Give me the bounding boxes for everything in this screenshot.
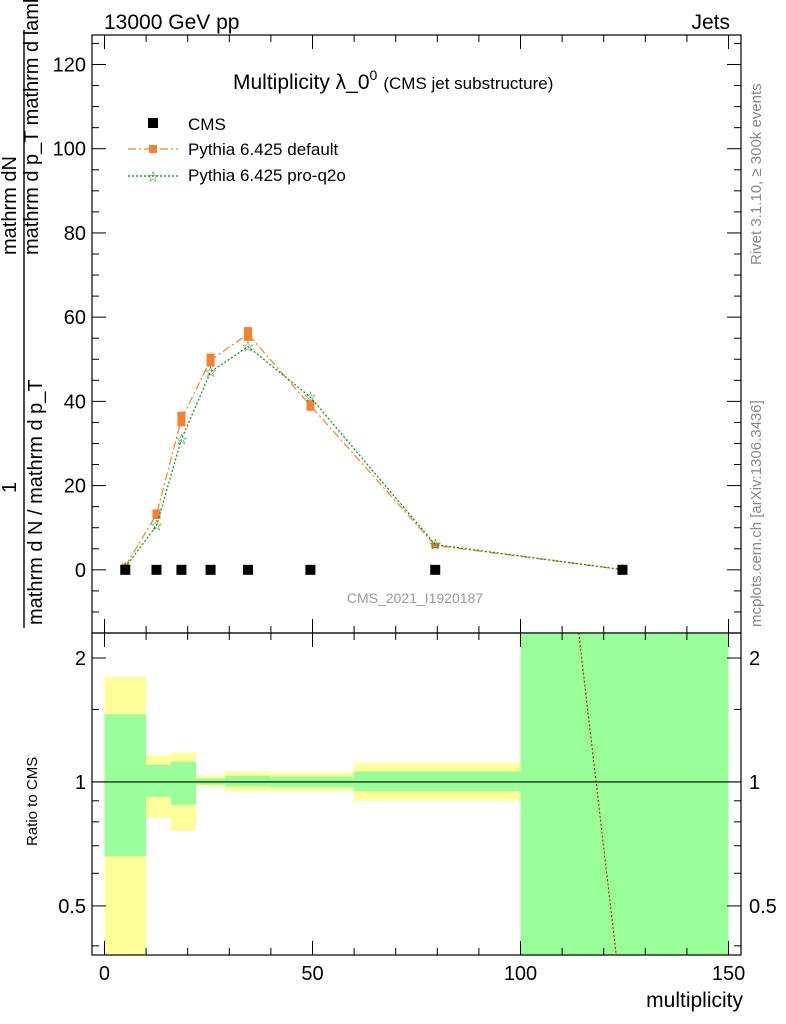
cms-point	[617, 564, 628, 575]
ratio-ylabel: Ratio to CMS	[24, 757, 41, 846]
ratio-frame	[91, 632, 742, 956]
legend-proq2o-label: Pythia 6.425 pro-q2o	[188, 166, 346, 185]
cms-point	[176, 564, 187, 575]
y-tick-label: 20	[64, 476, 86, 498]
cms-point	[205, 564, 216, 575]
proq2o-point: ☆	[428, 537, 441, 554]
ylabel-num-frac: mathrm d p_T mathrm d lambda	[21, 0, 43, 255]
ratio-bands	[92, 633, 741, 955]
x-tick-label: 0	[99, 963, 110, 985]
ratio-y-tick-label-right: 0.5	[749, 896, 777, 918]
main-ylabel: mathrm d p_T mathrm d lambda mathrm dN 1…	[0, 0, 47, 628]
ratio-band-inner	[104, 714, 147, 857]
cms-point	[305, 564, 316, 575]
y-tick-label: 60	[64, 307, 86, 329]
plot-title: Multiplicity λ_00 (CMS jet substructure)	[233, 67, 553, 94]
y-tick-label: 100	[53, 139, 86, 161]
ylabel-num: mathrm d p_T mathrm d lambda	[21, 0, 43, 255]
proq2o-point: ☆	[204, 364, 217, 381]
ratio-xlabel: multiplicity	[646, 989, 743, 1012]
rivet-note: Rivet 3.1.10, ≥ 300k events	[748, 83, 765, 265]
plot-title-sup: 0	[370, 67, 378, 83]
legend-default-marker	[149, 145, 157, 153]
ratio-y-tick-label: 0.5	[58, 896, 86, 918]
legend-proq2o-marker: ☆	[146, 169, 159, 186]
default-point	[306, 400, 315, 411]
series-pythia-default	[121, 327, 627, 571]
ratio-band-inner	[146, 764, 172, 797]
plot-title-note: (CMS jet substructure)	[383, 74, 553, 93]
ratio-y-tick-label-right: 1	[749, 772, 760, 794]
legend: CMS Pythia 6.425 default ☆ Pythia 6.425 …	[128, 115, 346, 186]
legend-default-label: Pythia 6.425 default	[188, 140, 339, 159]
x-tick-label: 100	[504, 963, 537, 985]
legend-cms-marker	[148, 118, 158, 128]
y-tick-label: 40	[64, 391, 86, 413]
default-point	[206, 353, 215, 367]
plot-title-main: Multiplicity λ_0	[233, 71, 370, 94]
default-line	[124, 333, 623, 571]
x-tick-label: 150	[712, 963, 745, 985]
y-tick-label: 0	[75, 560, 86, 582]
ratio-band-inner	[225, 775, 271, 787]
cms-point	[243, 564, 254, 575]
proq2o-point: ☆	[175, 431, 188, 448]
ratio-band-inner	[520, 633, 729, 955]
main-axes: 0 20 40 60 80 100 120	[53, 35, 741, 633]
y-tick-label: 120	[53, 54, 86, 76]
proq2o-line	[124, 345, 623, 571]
analysis-id: CMS_2021_I1920187	[347, 590, 483, 606]
ylabel-den: mathrm d N / mathrm d p_T	[25, 379, 47, 625]
ylabel-num-top: mathrm dN	[0, 156, 21, 255]
header-energy: 13000 GeV pp	[104, 11, 239, 34]
default-point	[431, 542, 440, 549]
ratio-y-tick-label: 2	[75, 648, 86, 670]
legend-cms-label: CMS	[188, 115, 226, 134]
y-tick-label: 80	[64, 223, 86, 245]
ylabel-top: 1	[0, 482, 21, 493]
ratio-y-tick-label-right: 2	[749, 648, 760, 670]
cms-point	[120, 564, 131, 575]
default-point	[152, 509, 161, 520]
cms-point	[151, 564, 162, 575]
ratio-band-inner	[171, 761, 197, 805]
header-jets: Jets	[691, 11, 730, 34]
default-point	[244, 327, 253, 341]
mcplots-note: mcplots.cern.ch [arXiv:1306.3436]	[748, 400, 765, 627]
ratio-y-tick-label: 1	[75, 772, 86, 794]
proq2o-point: ☆	[150, 518, 163, 535]
ratio-axes: 0.5 0.5 1 1 2 2 0 50 100 150	[58, 633, 777, 985]
proq2o-point: ☆	[241, 339, 254, 356]
x-tick-label: 50	[301, 963, 323, 985]
series-pythia-proq2o: ☆☆☆☆☆☆☆☆	[119, 339, 630, 579]
proq2o-point: ☆	[304, 389, 317, 406]
default-point	[177, 411, 186, 427]
cms-point	[430, 564, 441, 575]
ratio-band-inner	[354, 771, 521, 792]
series-cms	[120, 564, 628, 575]
ylabel-den-text: mathrm d N / mathrm d p_T	[25, 379, 47, 625]
